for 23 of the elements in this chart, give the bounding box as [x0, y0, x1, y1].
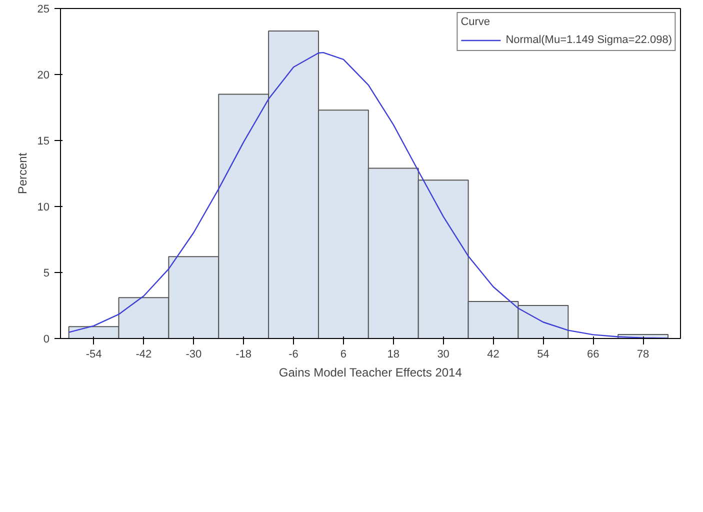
x-tick-label: -18 — [236, 348, 252, 360]
y-tick-label: 20 — [37, 70, 50, 82]
x-axis-title: Gains Model Teacher Effects 2014 — [278, 366, 462, 380]
y-tick-label: 10 — [37, 202, 50, 214]
x-tick-label: 42 — [487, 348, 500, 360]
x-tick-label: -54 — [86, 348, 102, 360]
y-axis-title: Percent — [15, 152, 30, 194]
y-tick-label: 0 — [43, 334, 50, 346]
x-tick-label: -6 — [288, 348, 298, 360]
x-tick-label: 78 — [636, 348, 650, 360]
legend-label: Normal(Mu=1.149 Sigma=22.098) — [506, 33, 672, 47]
x-tick-label: 66 — [587, 348, 600, 360]
x-tick-label: 6 — [340, 348, 347, 360]
y-tick-label: 5 — [43, 268, 50, 280]
x-tick-label: 30 — [437, 348, 450, 360]
x-tick-label: 54 — [537, 348, 550, 360]
y-tick-label: 15 — [37, 136, 50, 148]
x-tick-label: -30 — [186, 348, 202, 360]
legend-title: Curve — [460, 16, 492, 28]
line-series — [68, 52, 669, 338]
y-tick-label: 25 — [37, 4, 50, 16]
x-tick-label: 18 — [387, 348, 400, 360]
x-tick-label: -42 — [136, 348, 152, 360]
